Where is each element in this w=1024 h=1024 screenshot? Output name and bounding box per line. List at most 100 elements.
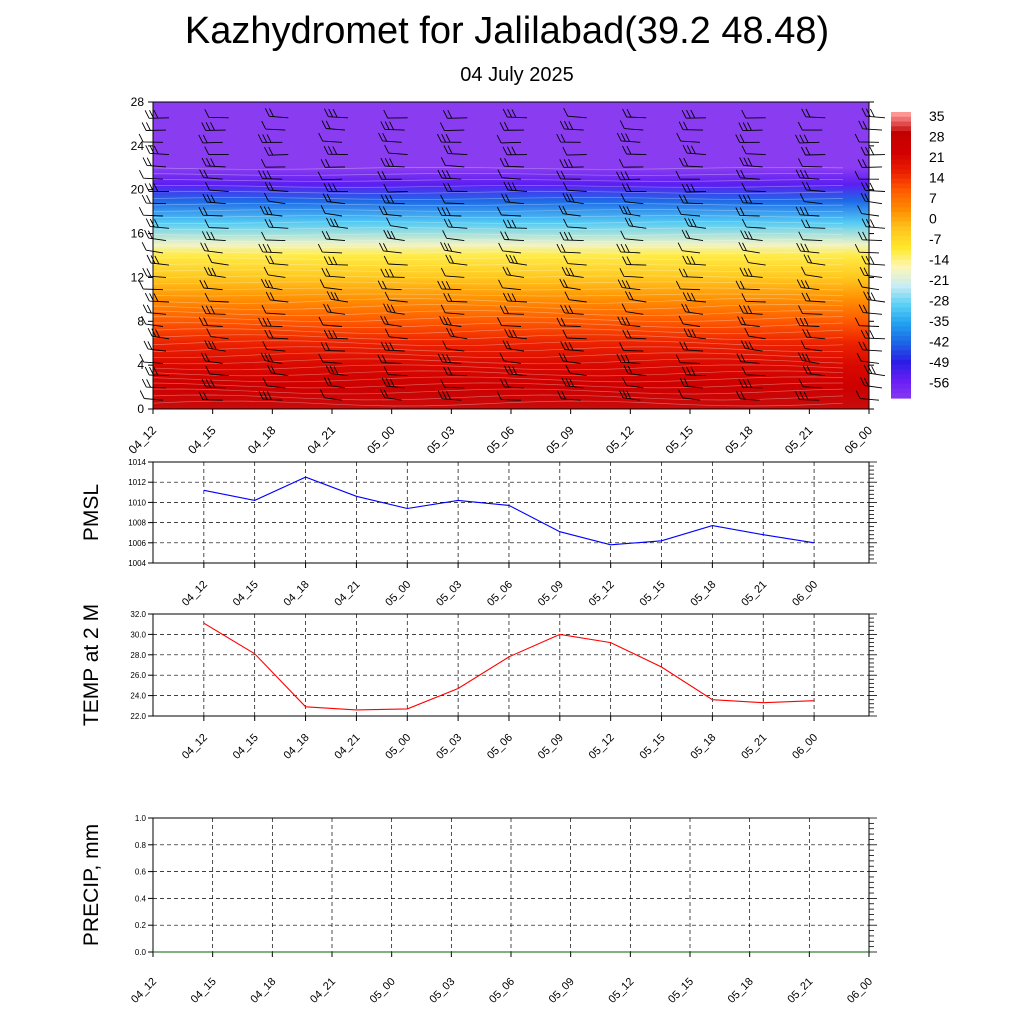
pmsl-x-tick-label: 05_09 bbox=[536, 579, 566, 609]
wind-barb bbox=[623, 365, 647, 377]
wind-barb bbox=[440, 267, 465, 278]
wind-barb bbox=[440, 304, 465, 315]
wind-barb bbox=[384, 291, 408, 303]
wind-barb bbox=[797, 121, 823, 131]
wind-barb bbox=[383, 109, 408, 119]
wind-barb bbox=[142, 267, 167, 278]
wind-barb bbox=[204, 219, 229, 229]
precip-x-tick-label: 06_00 bbox=[845, 976, 875, 1006]
temp-y-tick-label: 30.0 bbox=[130, 630, 146, 639]
wind-barb bbox=[559, 231, 584, 242]
wind-barb bbox=[798, 378, 823, 389]
wind-barb bbox=[676, 206, 701, 217]
wind-barb bbox=[437, 169, 462, 180]
wind-barb bbox=[261, 304, 286, 315]
wind-barb bbox=[437, 390, 462, 401]
wind-barb bbox=[442, 182, 468, 192]
temp-x-tick-label: 05_00 bbox=[383, 732, 413, 762]
wind-barb bbox=[502, 219, 528, 229]
temp-x-tick-label: 05_03 bbox=[434, 732, 464, 762]
wind-barb bbox=[618, 205, 641, 217]
wind-barb bbox=[681, 366, 707, 377]
wind-barb bbox=[321, 230, 346, 242]
colorbar-label: -42 bbox=[929, 334, 949, 350]
wind-barb bbox=[142, 304, 167, 315]
wind-barb bbox=[563, 255, 587, 266]
wind-barb bbox=[743, 254, 766, 266]
temp-x-tick-label: 05_12 bbox=[587, 732, 617, 762]
temp-x-tick-label: 05_06 bbox=[485, 732, 515, 762]
wind-barb bbox=[440, 378, 465, 389]
wind-barb bbox=[440, 157, 465, 168]
wind-barb bbox=[199, 279, 223, 291]
wind-barb bbox=[201, 231, 226, 242]
wind-barb bbox=[797, 158, 823, 168]
wind-barb bbox=[321, 120, 346, 131]
wind-barb bbox=[323, 303, 346, 315]
heatmap-x-tick-label: 04_15 bbox=[185, 423, 219, 457]
wind-barb bbox=[318, 353, 343, 364]
wind-barb bbox=[378, 205, 402, 217]
wind-barb bbox=[436, 133, 462, 143]
wind-barb bbox=[320, 342, 346, 352]
wind-barb bbox=[325, 365, 349, 377]
wind-barb bbox=[679, 341, 704, 352]
wind-barb bbox=[144, 183, 170, 192]
heatmap-y-tick-label: 0 bbox=[137, 402, 144, 416]
wind-barb bbox=[678, 315, 701, 327]
wind-barb bbox=[201, 378, 226, 389]
colorbar-label: 21 bbox=[929, 149, 945, 165]
temp-x-tick-label: 04_15 bbox=[231, 732, 261, 762]
wind-barb bbox=[502, 266, 525, 278]
temp-x-tick-label: 05_18 bbox=[688, 732, 718, 762]
wind-barb bbox=[380, 121, 405, 131]
heatmap-x-tick-label: 05_09 bbox=[543, 423, 577, 457]
wind-barb bbox=[857, 231, 883, 242]
wind-barb bbox=[437, 280, 462, 291]
wind-barb bbox=[206, 328, 229, 340]
pmsl-y-tick-label: 1012 bbox=[128, 478, 146, 487]
wind-barb bbox=[618, 158, 644, 168]
precip-x-tick-label: 04_21 bbox=[308, 976, 338, 1006]
colorbar-label: -49 bbox=[929, 354, 949, 370]
pmsl-x-tick-label: 05_12 bbox=[587, 579, 617, 609]
temp-frame bbox=[152, 613, 870, 717]
wind-barb bbox=[145, 145, 170, 156]
wind-barb bbox=[141, 378, 167, 389]
wind-barb bbox=[863, 291, 886, 303]
wind-barb bbox=[796, 279, 820, 291]
wind-barb bbox=[621, 377, 644, 389]
wind-barb bbox=[621, 303, 644, 315]
wind-barb bbox=[559, 120, 584, 131]
wind-barb bbox=[622, 256, 647, 266]
wind-barb bbox=[443, 145, 468, 156]
wind-barb bbox=[383, 303, 405, 315]
wind-barb bbox=[266, 364, 289, 377]
wind-barb bbox=[556, 170, 581, 180]
wind-barb bbox=[616, 353, 641, 364]
wind-barb bbox=[439, 315, 462, 327]
wind-barb bbox=[505, 254, 528, 266]
wind-barb bbox=[380, 268, 405, 278]
wind-barb bbox=[198, 206, 223, 217]
wind-barb bbox=[855, 390, 880, 401]
wind-barb bbox=[802, 365, 826, 377]
heatmap-x-tick-label: 06_00 bbox=[842, 423, 876, 457]
wind-barb bbox=[563, 218, 587, 229]
precip-x-tick-label: 04_12 bbox=[129, 976, 159, 1006]
wind-barb bbox=[201, 157, 226, 168]
pmsl-y-tick-label: 1008 bbox=[128, 519, 146, 528]
heatmap-x-tick-label: 05_18 bbox=[722, 423, 756, 457]
wind-barb bbox=[260, 352, 283, 364]
temp-x-tick-label: 05_21 bbox=[739, 732, 769, 762]
pmsl-x-tick-label: 05_03 bbox=[434, 579, 464, 609]
wind-barb bbox=[499, 378, 525, 389]
wind-barb bbox=[624, 217, 647, 229]
heatmap-x-tick-label: 05_06 bbox=[484, 423, 518, 457]
wind-barb bbox=[738, 304, 763, 315]
wind-barb bbox=[498, 279, 522, 291]
precip-x-tick-label: 04_15 bbox=[189, 976, 219, 1006]
heatmap-x-tick-label: 05_15 bbox=[663, 423, 697, 457]
chart-title: Kazhydromet for Jalilabad(39.2 48.48) bbox=[184, 10, 830, 52]
wind-barb bbox=[502, 340, 525, 352]
